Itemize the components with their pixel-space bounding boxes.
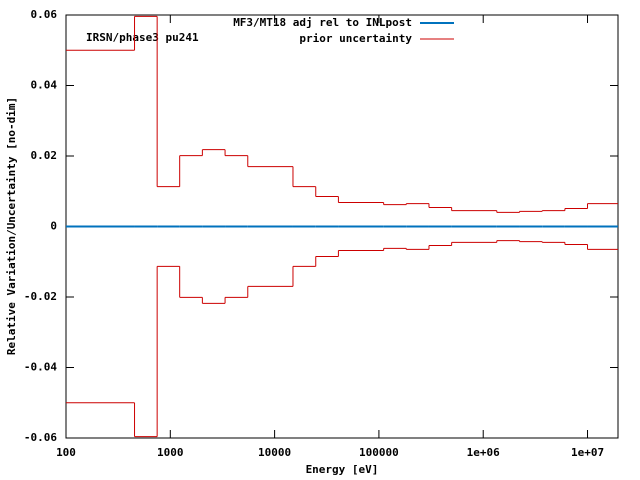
y-axis-label: Relative Variation/Uncertainty [no-dim] xyxy=(5,97,18,355)
y-tick-label: -0.02 xyxy=(24,290,57,303)
x-tick-label: 1e+06 xyxy=(467,446,500,459)
x-axis-label: Energy [eV] xyxy=(306,463,379,476)
x-tick-label: 100 xyxy=(56,446,76,459)
x-tick-label: 100000 xyxy=(359,446,399,459)
annotation: IRSN/phase3 pu241 xyxy=(86,31,199,44)
y-tick-label: 0.04 xyxy=(31,79,58,92)
x-tick-label: 1000 xyxy=(157,446,184,459)
y-tick-label: -0.04 xyxy=(24,361,57,374)
y-tick-label: 0.02 xyxy=(31,149,58,162)
y-tick-label: -0.06 xyxy=(24,431,57,444)
legend-label: prior uncertainty xyxy=(299,32,412,45)
y-tick-label: 0.06 xyxy=(31,8,58,21)
x-tick-label: 1e+07 xyxy=(571,446,604,459)
x-tick-label: 10000 xyxy=(258,446,291,459)
legend-label: MF3/MT18 adj rel to INLpost xyxy=(233,16,412,29)
y-tick-label: 0 xyxy=(50,220,57,233)
